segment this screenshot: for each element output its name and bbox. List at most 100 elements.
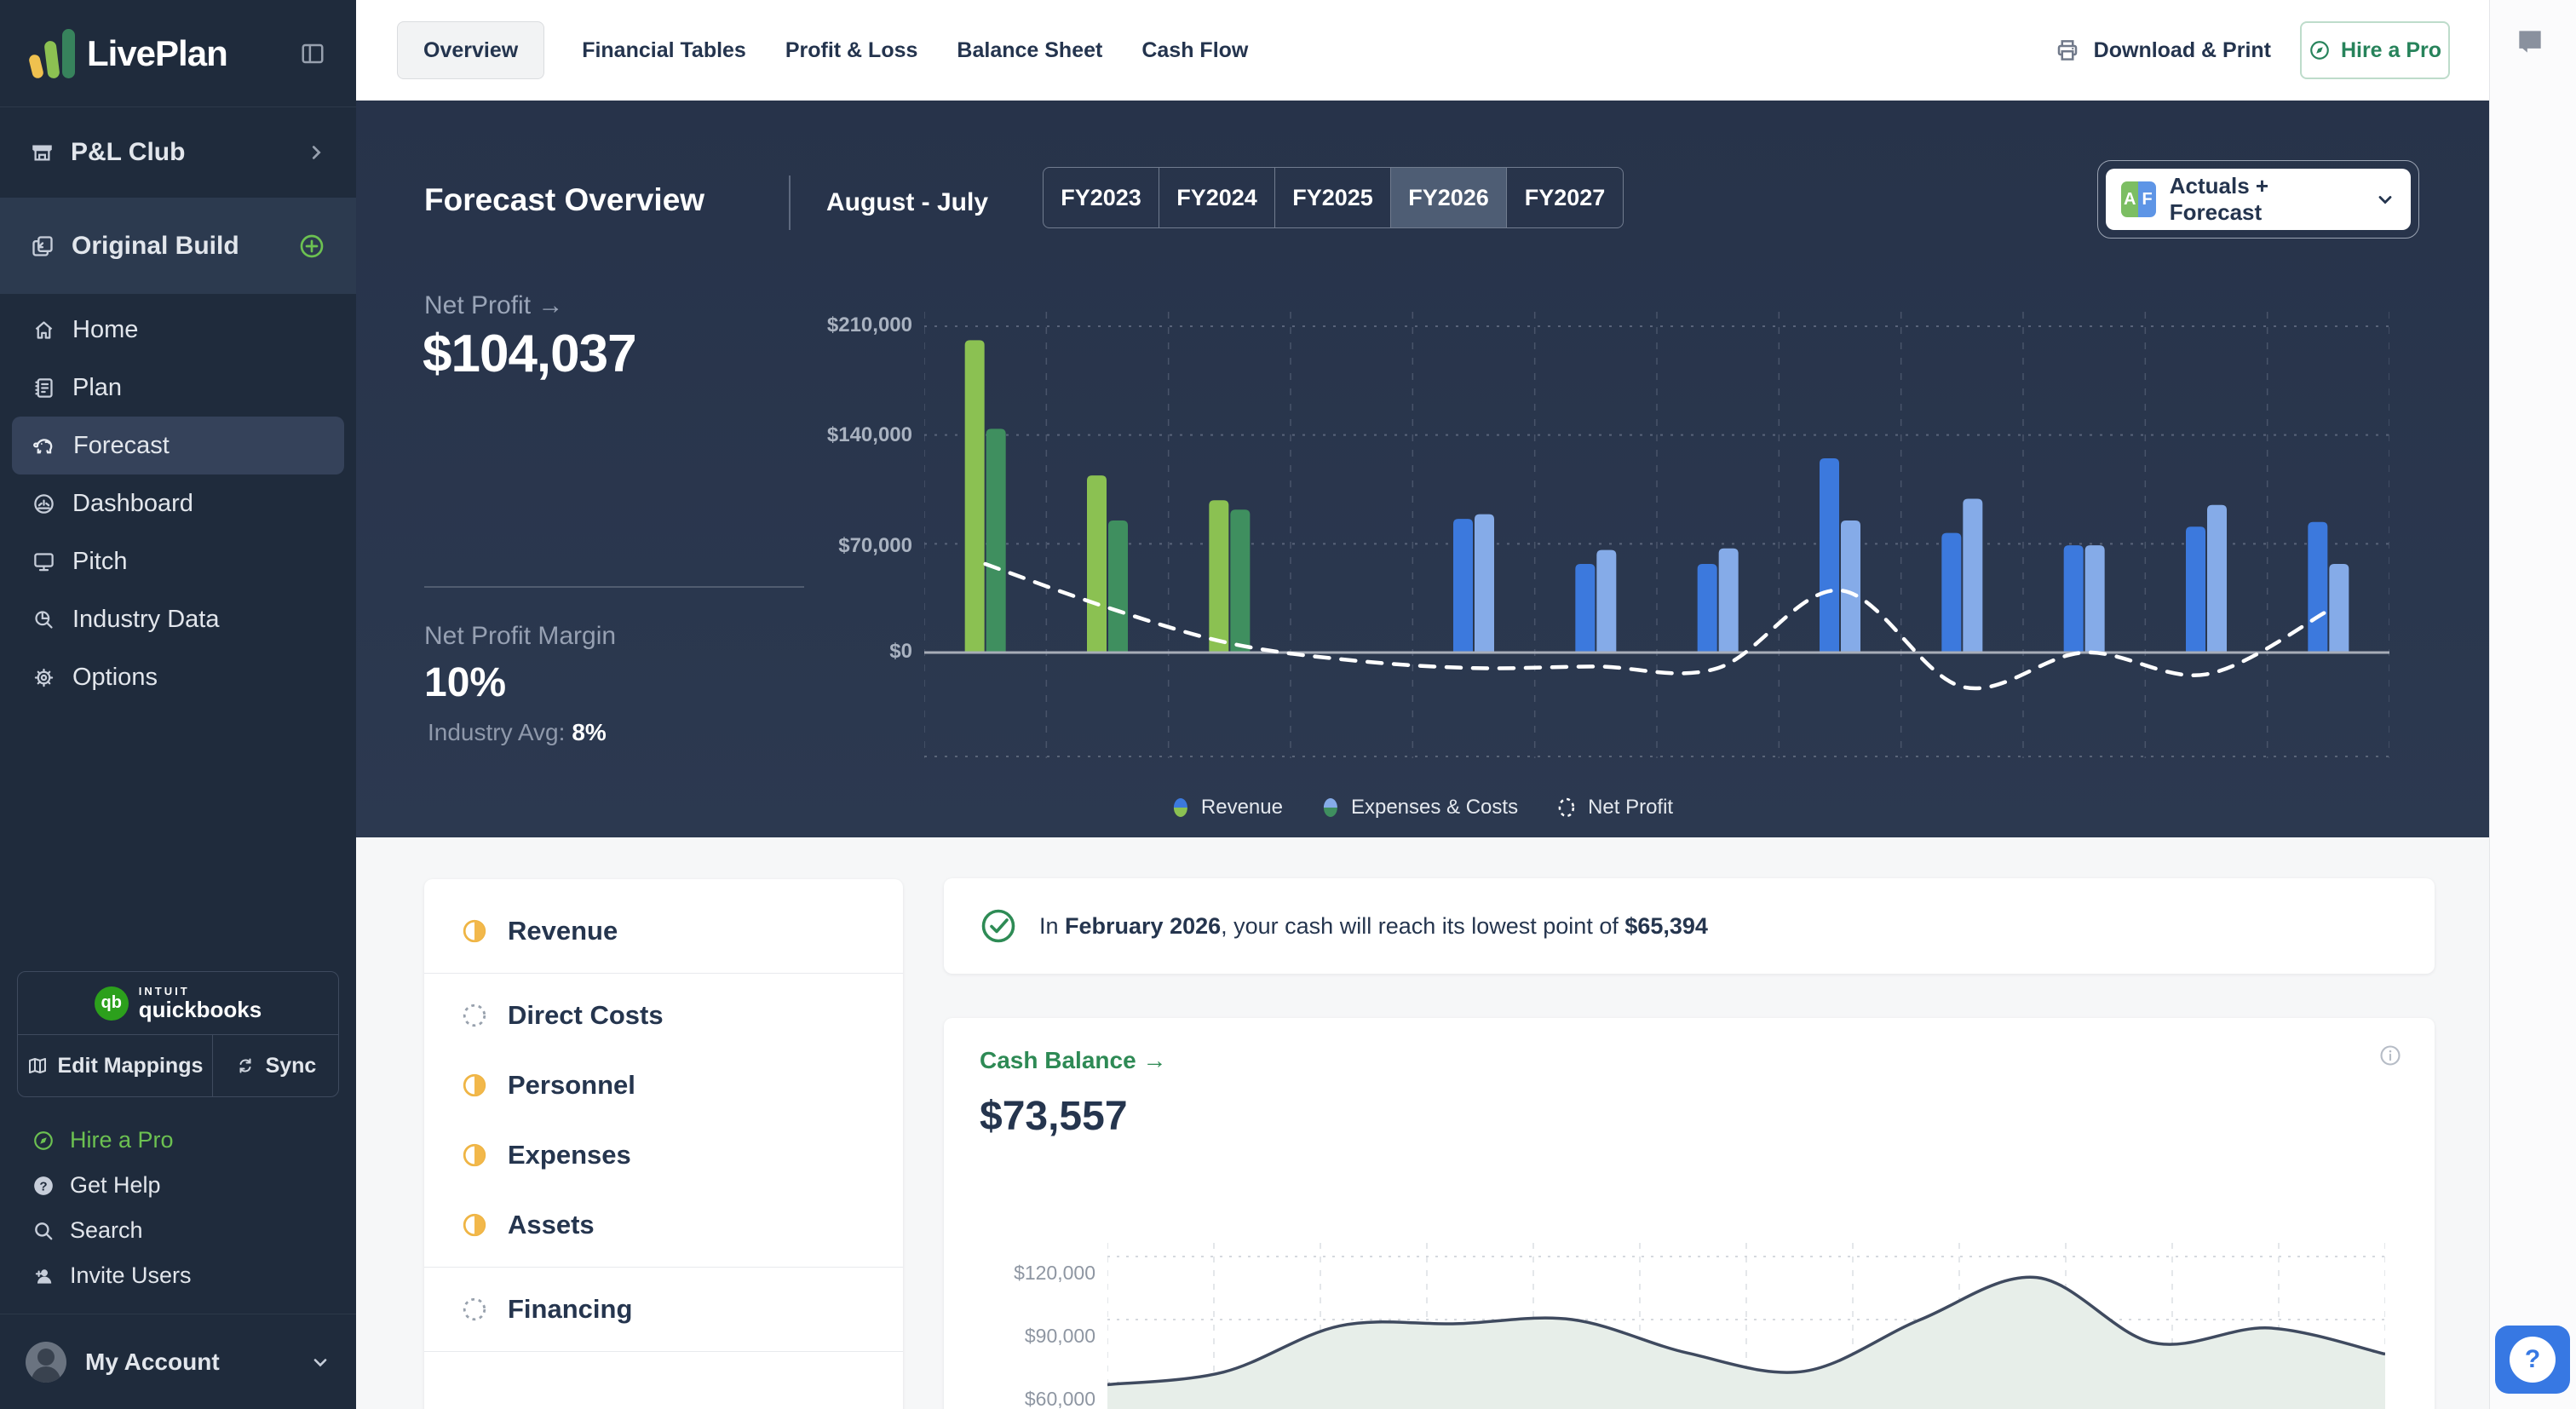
sidebar-item-label: Pitch <box>72 548 127 576</box>
view-selector-outline: AF Actuals + Forecast <box>2097 160 2419 239</box>
insight-text: In February 2026, your cash will reach i… <box>1039 913 1708 940</box>
category-label: Financing <box>508 1294 632 1325</box>
check-circle-icon <box>980 907 1017 945</box>
quickbooks-icon: qb <box>95 986 129 1021</box>
tab-financial-tables[interactable]: Financial Tables <box>582 38 746 63</box>
add-plan-icon[interactable] <box>298 233 325 260</box>
sidebar-item-forecast[interactable]: Forecast <box>12 417 344 474</box>
quickbooks-panel: qb INTUIT quickbooks Edit Mappings <box>17 971 339 1097</box>
view-selector-label: Actuals + Forecast <box>2170 173 2361 226</box>
info-icon[interactable] <box>2378 1044 2402 1067</box>
industry-search-icon <box>32 608 55 631</box>
fy2023-button[interactable]: FY2023 <box>1044 168 1159 227</box>
sidebar-item-label: Industry Data <box>72 606 219 634</box>
category-label: Direct Costs <box>508 1000 664 1031</box>
compass-icon <box>2309 39 2331 61</box>
sidebar-item-label: Dashboard <box>72 490 193 518</box>
divider <box>424 973 903 974</box>
insight-month: February 2026 <box>1065 913 1221 939</box>
divider <box>789 175 791 230</box>
legend-revenue: Revenue <box>1172 796 1283 820</box>
home-icon <box>32 319 55 342</box>
category-label: Assets <box>508 1210 595 1240</box>
cash-balance-link[interactable]: Cash Balance → <box>980 1047 1166 1074</box>
y-axis-tick: $210,000 <box>779 313 912 337</box>
category-personnel[interactable]: Personnel <box>424 1050 903 1120</box>
chat-bubble-icon[interactable] <box>2514 26 2546 58</box>
half-filled-circle-icon <box>462 1073 487 1098</box>
hire-a-pro-label: Hire a Pro <box>2341 38 2441 63</box>
help-question-icon: ? <box>2510 1337 2556 1383</box>
svg-text:?: ? <box>39 1179 47 1193</box>
notebook-icon <box>32 377 55 400</box>
dashed-circle-icon <box>462 1297 487 1322</box>
category-expenses[interactable]: Expenses <box>424 1120 903 1190</box>
liveplan-logo-icon <box>31 29 75 78</box>
y-axis-tick: $70,000 <box>779 534 912 558</box>
sidebar-item-project[interactable]: Original Build <box>0 198 356 294</box>
project-label: Original Build <box>72 232 239 261</box>
y-axis-tick: $140,000 <box>779 423 912 447</box>
sidebar-item-industry-data[interactable]: Industry Data <box>12 590 344 648</box>
forecast-categories-card: Revenue Direct Costs Personnel Expenses <box>424 879 903 1409</box>
utility-label: Invite Users <box>70 1262 192 1289</box>
my-account-button[interactable]: My Account <box>0 1314 356 1409</box>
gear-icon <box>32 666 55 689</box>
sync-button[interactable]: Sync <box>213 1035 338 1096</box>
category-label: Personnel <box>508 1070 635 1101</box>
sync-label: Sync <box>266 1054 317 1078</box>
category-assets[interactable]: Assets <box>424 1190 903 1260</box>
actuals-forecast-dropdown[interactable]: AF Actuals + Forecast <box>2106 169 2411 230</box>
download-print-button[interactable]: Download & Print <box>2055 37 2271 63</box>
sidebar-collapse-icon[interactable] <box>300 41 325 66</box>
sidebar-invite-users[interactable]: Invite Users <box>0 1253 356 1298</box>
sidebar-item-pitch[interactable]: Pitch <box>12 532 344 590</box>
category-financing[interactable]: Financing <box>424 1274 903 1344</box>
tab-balance-sheet[interactable]: Balance Sheet <box>957 38 1102 63</box>
y-axis-tick: $0 <box>779 640 912 664</box>
category-direct-costs[interactable]: Direct Costs <box>424 981 903 1050</box>
tab-overview[interactable]: Overview <box>397 21 544 79</box>
net-profit-margin-label: Net Profit Margin <box>424 622 616 651</box>
sidebar-item-plan[interactable]: Plan <box>12 359 344 417</box>
utility-label: Get Help <box>70 1172 161 1199</box>
industry-average-value: 8% <box>572 719 606 745</box>
net-profit-value: $104,037 <box>423 324 636 384</box>
category-label: Expenses <box>508 1140 631 1170</box>
sidebar-item-options[interactable]: Options <box>12 648 344 706</box>
map-icon <box>27 1055 48 1076</box>
sidebar-search[interactable]: Search <box>0 1208 356 1253</box>
cash-chart-canvas <box>1107 1231 2385 1409</box>
tab-cash-flow[interactable]: Cash Flow <box>1141 38 1248 63</box>
sidebar-utility: Hire a Pro ? Get Help Search <box>0 1106 356 1298</box>
topbar: Overview Financial Tables Profit & Loss … <box>356 0 2489 101</box>
revenue-legend-icon <box>1172 797 1189 819</box>
sidebar-hire-a-pro[interactable]: Hire a Pro <box>0 1118 356 1163</box>
lower-section: Revenue Direct Costs Personnel Expenses <box>356 837 2489 1409</box>
divider <box>424 1351 903 1352</box>
gauge-icon <box>32 492 55 515</box>
sidebar-get-help[interactable]: ? Get Help <box>0 1163 356 1208</box>
chevron-down-icon <box>310 1352 331 1372</box>
category-revenue[interactable]: Revenue <box>424 896 903 966</box>
sidebar-item-dashboard[interactable]: Dashboard <box>12 474 344 532</box>
hire-a-pro-button[interactable]: Hire a Pro <box>2300 21 2450 79</box>
divider <box>424 1267 903 1268</box>
quickbooks-label: quickbooks <box>139 998 262 1021</box>
sidebar-item-home[interactable]: Home <box>12 301 344 359</box>
fy2027-button[interactable]: FY2027 <box>1507 168 1623 227</box>
right-rail: ? <box>2489 0 2576 1409</box>
tab-profit-loss[interactable]: Profit & Loss <box>785 38 918 63</box>
main-content: Overview Financial Tables Profit & Loss … <box>356 0 2489 1409</box>
sync-icon <box>235 1055 256 1076</box>
net-profit-link[interactable]: Net Profit → <box>424 291 563 320</box>
sidebar-item-company[interactable]: P&L Club <box>0 107 356 198</box>
insight-amount: $65,394 <box>1624 913 1708 939</box>
legend-net-profit: Net Profit <box>1557 796 1673 820</box>
net-profit-margin-value: 10% <box>424 659 506 706</box>
fy2026-button[interactable]: FY2026 <box>1391 168 1507 227</box>
fy2024-button[interactable]: FY2024 <box>1159 168 1275 227</box>
help-button[interactable]: ? <box>2495 1326 2570 1394</box>
edit-mappings-button[interactable]: Edit Mappings <box>18 1035 213 1096</box>
fy2025-button[interactable]: FY2025 <box>1275 168 1391 227</box>
